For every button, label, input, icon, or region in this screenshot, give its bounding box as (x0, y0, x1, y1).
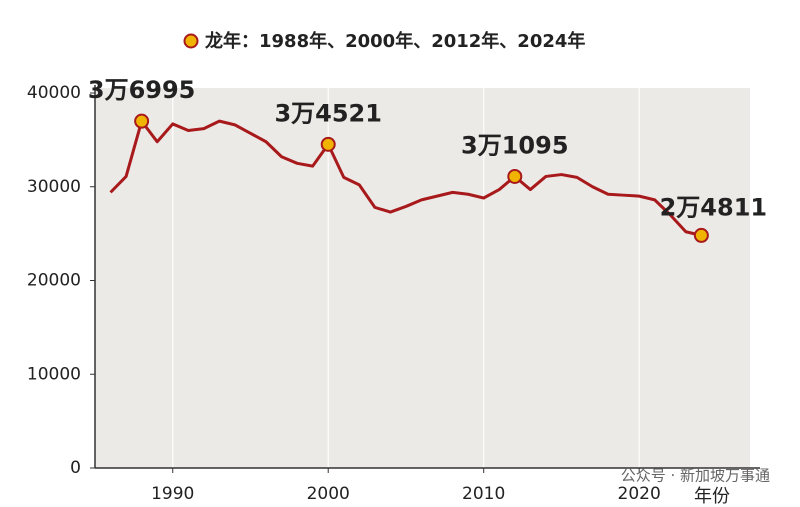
line (109, 119, 702, 237)
highlight-marker (693, 227, 709, 243)
y-tick-label: 30000 (27, 177, 81, 197)
highlight-marker (320, 136, 336, 152)
x-tick-label: 2000 (307, 484, 350, 504)
watermark: 公众号 · 新加坡万事通 (621, 467, 770, 485)
y-tick-label: 0 (70, 458, 81, 478)
highlight-marker (134, 113, 150, 129)
plot-background (95, 88, 750, 468)
y-tick-label: 10000 (27, 364, 81, 384)
highlight-marker (507, 168, 523, 184)
y-tick-label: 20000 (27, 271, 81, 291)
legend-marker (183, 33, 199, 49)
data-label: 2万4811 (660, 193, 768, 221)
legend-label: 龙年：1988年、2000年、2012年、2024年 (205, 30, 585, 52)
data-label: 3万1095 (461, 131, 569, 159)
x-tick-label: 2010 (462, 484, 505, 504)
y-tick-label: 40000 (27, 83, 81, 103)
x-axis-label: 年份 (694, 486, 730, 507)
data-label: 3万6995 (88, 76, 196, 104)
data-label: 3万4521 (274, 99, 382, 127)
x-tick-label: 2020 (618, 484, 661, 504)
x-tick-label: 1990 (151, 484, 194, 504)
